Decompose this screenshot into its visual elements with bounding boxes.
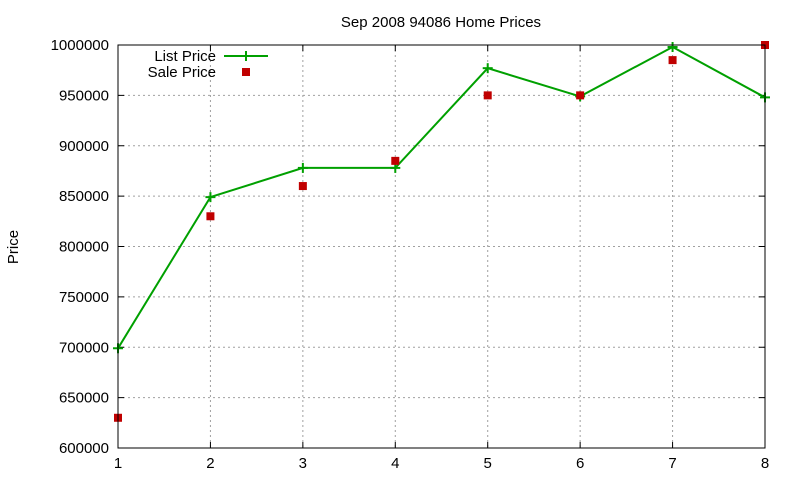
y-tick-label: 1000000 (51, 37, 109, 54)
x-tick-label: 1 (114, 455, 122, 472)
list-price-point (205, 192, 216, 203)
y-tick-label: 600000 (59, 440, 109, 457)
x-tick-label: 3 (299, 455, 307, 472)
y-tick-label: 800000 (59, 239, 109, 256)
plot-frame (117, 44, 766, 449)
list-price-point (667, 42, 678, 53)
y-axis-label: Price (5, 230, 22, 264)
grid-lines (118, 45, 765, 448)
x-tick-label: 6 (576, 455, 584, 472)
sale-price-point (298, 182, 307, 191)
y-tick-label: 850000 (59, 188, 109, 205)
x-tick-label: 4 (391, 455, 399, 472)
x-tick-label: 7 (668, 455, 676, 472)
list-price-point (297, 162, 308, 173)
sale-price-point (668, 56, 677, 65)
sale-price-point (206, 212, 215, 221)
list-price-line (117, 45, 766, 349)
y-tick-label: 900000 (59, 138, 109, 155)
y-tick-label: 700000 (59, 339, 109, 356)
y-tick-label: 750000 (59, 289, 109, 306)
legend-label-sale-price: Sale Price (148, 64, 216, 81)
axis-ticks: 600000 650000 700000 750000 800000 850000 9000… (51, 37, 770, 472)
sale-price-point (483, 91, 492, 100)
legend-marker-sale-price (242, 68, 250, 76)
sale-price-point (576, 91, 585, 100)
series-layer (113, 41, 770, 422)
list-price-point (482, 63, 493, 74)
x-tick-label: 2 (206, 455, 214, 472)
y-tick-label: 650000 (59, 390, 109, 407)
y-tick-label: 950000 (59, 87, 109, 104)
legend-label-list-price: List Price (154, 48, 216, 65)
x-tick-label: 8 (761, 455, 769, 472)
x-tick-label: 5 (484, 455, 492, 472)
sale-price-point (391, 156, 400, 165)
chart-title: Sep 2008 94086 Home Prices (341, 14, 541, 31)
